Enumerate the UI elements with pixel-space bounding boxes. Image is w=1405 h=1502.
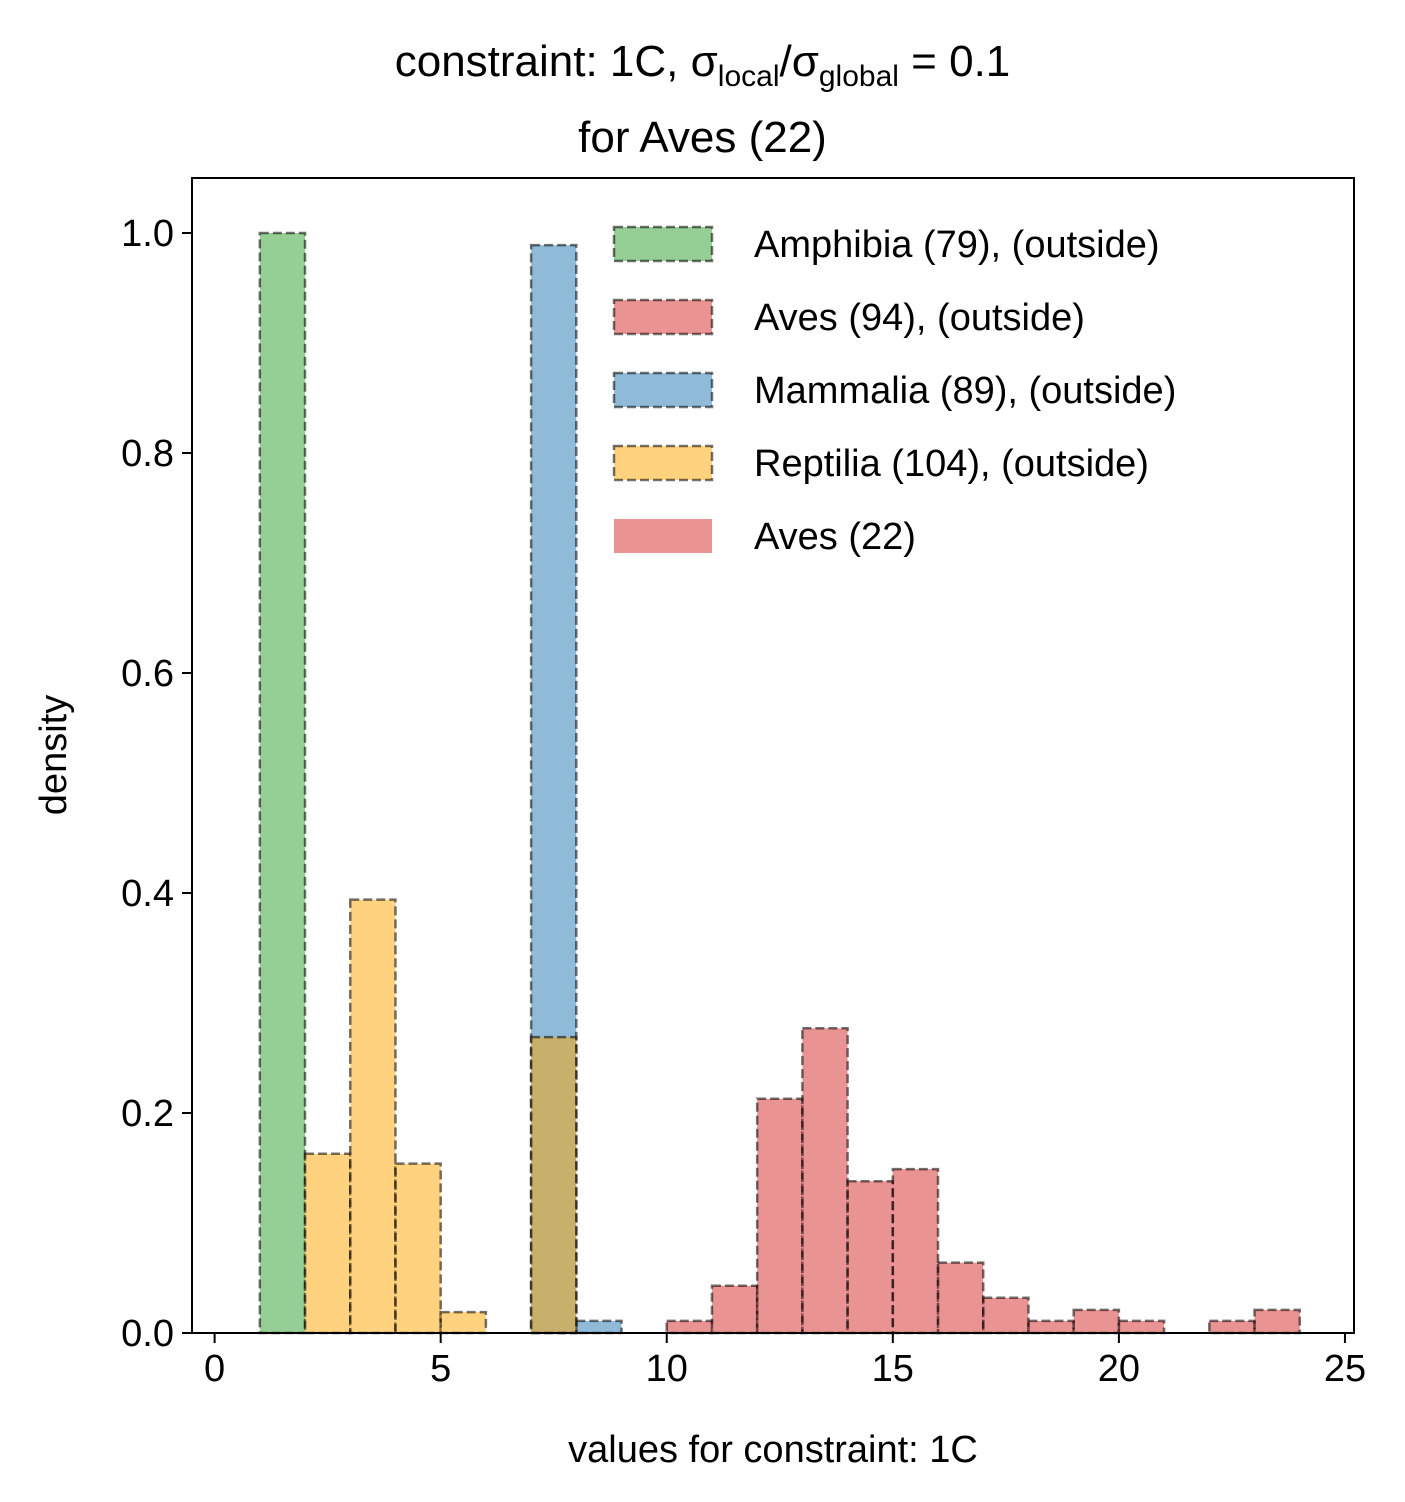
- chart-title-line2: for Aves (22): [578, 113, 827, 162]
- legend-swatch: [612, 444, 714, 482]
- bar-2-1: [575, 1319, 623, 1335]
- title-subscript-local: local: [717, 60, 780, 93]
- bar-1-0: [665, 1319, 714, 1335]
- x-tick-label: 20: [1098, 1348, 1140, 1390]
- bar-1-2: [755, 1097, 804, 1335]
- x-tick-label: 10: [646, 1348, 688, 1390]
- y-tick-label: 0.6: [121, 653, 174, 695]
- bar-3-2: [394, 1162, 442, 1335]
- bar-3-0: [303, 1152, 352, 1335]
- bar-3-4: [529, 1035, 578, 1335]
- legend-swatch: [612, 225, 714, 263]
- bar-1-7: [981, 1296, 1030, 1335]
- bar-1-4: [846, 1179, 895, 1335]
- legend-label: Mammalia (89), (outside): [754, 370, 1176, 412]
- bar-1-5: [891, 1167, 940, 1335]
- x-tick-label: 25: [1324, 1348, 1366, 1390]
- y-tick-label: 0.4: [121, 873, 174, 915]
- bar-3-3: [439, 1310, 488, 1335]
- bar-1-8: [1027, 1319, 1075, 1335]
- x-tick-label: 15: [872, 1348, 914, 1390]
- x-tick-label: 0: [204, 1348, 225, 1390]
- x-axis-label: values for constraint: 1C: [568, 1429, 978, 1471]
- y-axis-label: density: [33, 695, 75, 815]
- y-tick-label: 0.0: [121, 1313, 174, 1355]
- bar-1-12: [1253, 1308, 1301, 1335]
- bar-1-11: [1208, 1319, 1256, 1335]
- legend-label: Aves (22): [754, 516, 916, 558]
- legend-swatch: [612, 371, 714, 409]
- title-mid: /σ: [779, 37, 819, 86]
- legend-label: Amphibia (79), (outside): [754, 224, 1160, 266]
- y-tick-label: 0.2: [121, 1093, 174, 1135]
- bar-1-1: [710, 1284, 759, 1335]
- y-tick-label: 0.8: [121, 433, 174, 475]
- legend: Amphibia (79), (outside) Aves (94), (outs…: [612, 224, 1176, 558]
- chart-title-line1: constraint: 1C, σlocal/σglobal = 0.1: [0, 37, 1405, 92]
- bar-1-10: [1117, 1319, 1166, 1335]
- bar-1-9: [1072, 1308, 1121, 1335]
- legend-label: Reptilia (104), (outside): [754, 443, 1149, 485]
- bar-1-6: [936, 1261, 985, 1335]
- title-suffix: = 0.1: [898, 37, 1011, 86]
- bar-3-1: [348, 898, 397, 1335]
- plot-frame: [191, 177, 1355, 1334]
- bar-0-0: [258, 231, 307, 1335]
- title-prefix: constraint: 1C, σ: [394, 37, 718, 86]
- title-subscript-global: global: [818, 60, 899, 93]
- bars-layer: [258, 231, 1301, 1335]
- ticks-layer: 0 5 10 15 20 25 0.0 0.2 0.4 0.6 0.8 1.0: [121, 213, 1366, 1390]
- legend-swatch: [614, 519, 712, 553]
- bar-1-3: [801, 1027, 849, 1335]
- y-tick-label: 1.0: [121, 213, 174, 255]
- legend-swatch: [612, 298, 714, 336]
- legend-label: Aves (94), (outside): [754, 297, 1085, 339]
- x-tick-label: 5: [430, 1348, 451, 1390]
